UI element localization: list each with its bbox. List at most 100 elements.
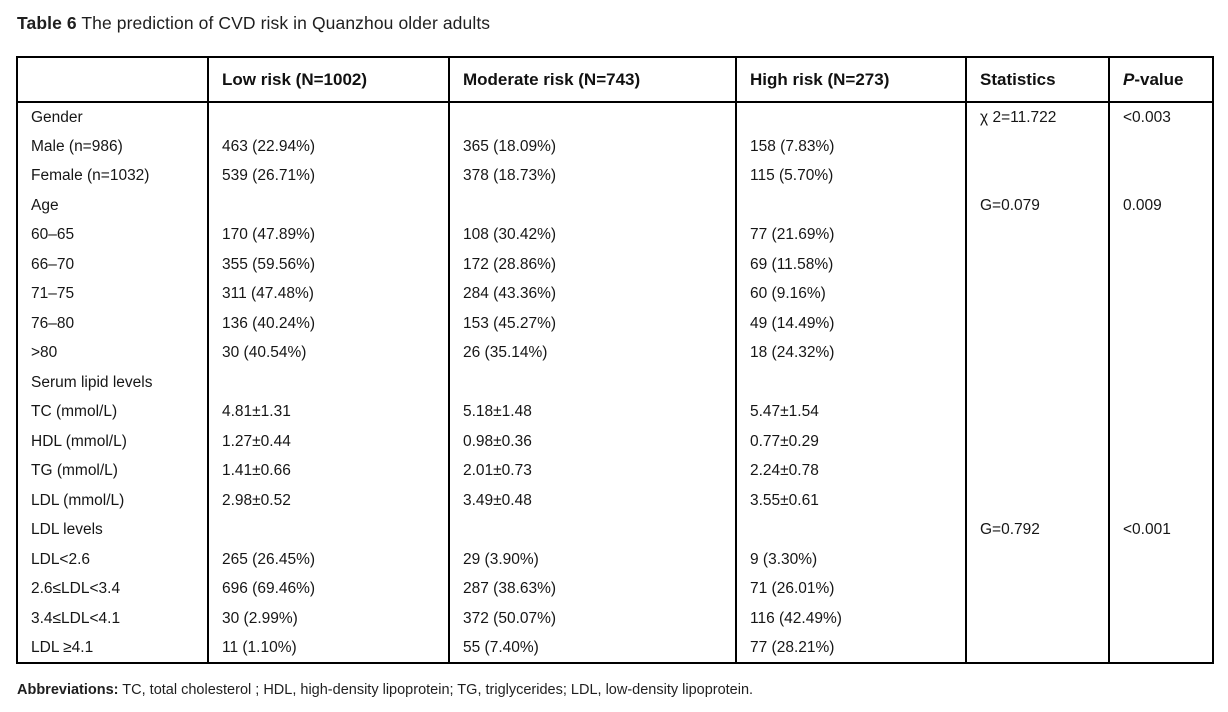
table-cell — [965, 544, 1110, 574]
table-cell: 69 (11.58%) — [735, 249, 967, 279]
table-cell — [965, 131, 1110, 161]
table-cell: 372 (50.07%) — [448, 603, 737, 633]
table-cell — [965, 485, 1110, 515]
table-cell: 0.77±0.29 — [735, 426, 967, 456]
table-cell: 18 (24.32%) — [735, 338, 967, 368]
table-cell: 66–70 — [16, 249, 209, 279]
table-cell: 3.55±0.61 — [735, 485, 967, 515]
table-cell: <0.003 — [1108, 102, 1214, 132]
table-cell: 9 (3.30%) — [735, 544, 967, 574]
table-cell: 311 (47.48%) — [207, 279, 450, 309]
header-empty-cell — [16, 57, 209, 103]
table-cell: LDL (mmol/L) — [16, 485, 209, 515]
table-cell: Serum lipid levels — [16, 367, 209, 397]
table-cell: 0.98±0.36 — [448, 426, 737, 456]
table-cell — [965, 426, 1110, 456]
table-cell — [965, 279, 1110, 309]
table-cell — [207, 515, 450, 545]
table-cell: Age — [16, 190, 209, 220]
table-cell: 77 (21.69%) — [735, 220, 967, 250]
table-cell: 265 (26.45%) — [207, 544, 450, 574]
table-cell — [965, 249, 1110, 279]
table-row: TC (mmol/L) 4.81±1.31 5.18±1.48 5.47±1.54 — [16, 397, 1214, 427]
table-cell: 463 (22.94%) — [207, 131, 450, 161]
table-cell — [1108, 574, 1214, 604]
table-row: LDL levels G=0.792 <0.001 — [16, 515, 1214, 545]
table-cell: 5.18±1.48 — [448, 397, 737, 427]
table-cell — [965, 603, 1110, 633]
table-row: Male (n=986) 463 (22.94%) 365 (18.09%) 158 … — [16, 131, 1214, 161]
table-cell: >80 — [16, 338, 209, 368]
table-cell: 29 (3.90%) — [448, 544, 737, 574]
table-cell: Male (n=986) — [16, 131, 209, 161]
abbreviations-text: TC, total cholesterol ; HDL, high-densit… — [122, 682, 754, 698]
table-cell — [1108, 633, 1214, 663]
table-row: 2.6≤LDL<3.4 696 (69.46%) 287 (38.63%) 71 (2… — [16, 574, 1214, 604]
header-statistics: Statistics — [965, 57, 1110, 103]
table-cell: 2.01±0.73 — [448, 456, 737, 486]
table-row: 76–80 136 (40.24%) 153 (45.27%) 49 (14.49%) — [16, 308, 1214, 338]
table-row: LDL<2.6 265 (26.45%) 29 (3.90%) 9 (3.30%) — [16, 544, 1214, 574]
table-cell: 60–65 — [16, 220, 209, 250]
table-cell: 11 (1.10%) — [207, 633, 450, 663]
table-cell — [448, 190, 737, 220]
table-cell — [1108, 161, 1214, 191]
table-cell: Gender — [16, 102, 209, 132]
table-cell: 4.81±1.31 — [207, 397, 450, 427]
table-cell: LDL levels — [16, 515, 209, 545]
table-cell: 153 (45.27%) — [448, 308, 737, 338]
table-row: TG (mmol/L) 1.41±0.66 2.01±0.73 2.24±0.78 — [16, 456, 1214, 486]
table-row: Gender χ 2=11.722 <0.003 — [16, 102, 1214, 132]
table-cell — [965, 308, 1110, 338]
table-cell — [448, 102, 737, 132]
table-cell — [1108, 544, 1214, 574]
table-row: Age G=0.079 0.009 — [16, 190, 1214, 220]
table-caption: The prediction of CVD risk in Quanzhou o… — [81, 13, 491, 33]
table-cell — [735, 102, 967, 132]
abbreviations-label: Abbreviations: — [17, 682, 119, 698]
table-cell: 5.47±1.54 — [735, 397, 967, 427]
table-cell: 30 (40.54%) — [207, 338, 450, 368]
abbreviations-note: Abbreviations: TC, total cholesterol ; H… — [17, 682, 753, 698]
table-row: >80 30 (40.54%) 26 (35.14%) 18 (24.32%) — [16, 338, 1214, 368]
table-cell — [1108, 426, 1214, 456]
table-cell — [735, 190, 967, 220]
table-cell: 158 (7.83%) — [735, 131, 967, 161]
table-cell — [448, 515, 737, 545]
table-cell: 287 (38.63%) — [448, 574, 737, 604]
table-cell: 77 (28.21%) — [735, 633, 967, 663]
table-cell: χ 2=11.722 — [965, 102, 1110, 132]
table-cell: 355 (59.56%) — [207, 249, 450, 279]
table-row: LDL ≥4.1 11 (1.10%) 55 (7.40%) 77 (28.21%) — [16, 633, 1214, 663]
table-cell — [207, 190, 450, 220]
table-cell: 284 (43.36%) — [448, 279, 737, 309]
table-row: HDL (mmol/L) 1.27±0.44 0.98±0.36 0.77±0.29 — [16, 426, 1214, 456]
header-p-value: P-value — [1108, 57, 1214, 103]
table-cell — [207, 367, 450, 397]
table-cell: 71–75 — [16, 279, 209, 309]
table-number: Table 6 — [17, 13, 77, 33]
table-cell — [1108, 131, 1214, 161]
table-cell — [1108, 338, 1214, 368]
table-cell: 2.6≤LDL<3.4 — [16, 574, 209, 604]
table-cell: 0.009 — [1108, 190, 1214, 220]
table-cell: 3.49±0.48 — [448, 485, 737, 515]
table-cell — [448, 367, 737, 397]
table-cell: 1.27±0.44 — [207, 426, 450, 456]
table-body: Gender χ 2=11.722 <0.003 Male (n=986) 463 (2… — [16, 102, 1214, 663]
table-cell: 365 (18.09%) — [448, 131, 737, 161]
table-cell — [1108, 456, 1214, 486]
table-row: 60–65 170 (47.89%) 108 (30.42%) 77 (21.69%) — [16, 220, 1214, 250]
table-cell: 116 (42.49%) — [735, 603, 967, 633]
table-cell — [1108, 397, 1214, 427]
table-cell: 55 (7.40%) — [448, 633, 737, 663]
table-cell: Female (n=1032) — [16, 161, 209, 191]
table-cell: 1.41±0.66 — [207, 456, 450, 486]
table-cell: 115 (5.70%) — [735, 161, 967, 191]
table-cell: G=0.792 — [965, 515, 1110, 545]
table-cell: 30 (2.99%) — [207, 603, 450, 633]
table-cell — [1108, 603, 1214, 633]
table-cell: LDL ≥4.1 — [16, 633, 209, 663]
table-cell — [965, 456, 1110, 486]
